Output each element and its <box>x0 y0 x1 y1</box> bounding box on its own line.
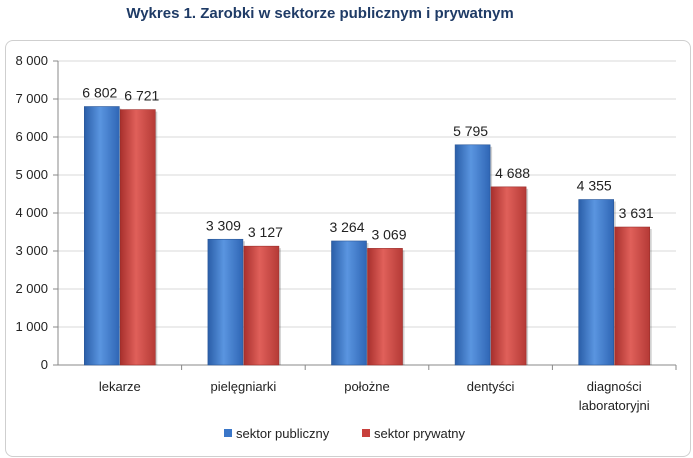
data-label-private: 3 127 <box>248 224 283 240</box>
x-tick-label: diagności <box>587 379 642 394</box>
y-tick-label: 6 000 <box>15 129 48 144</box>
y-tick-label: 1 000 <box>15 319 48 334</box>
data-label-public: 3 264 <box>329 219 364 235</box>
bar-private <box>614 226 651 366</box>
bar-public <box>578 199 615 366</box>
legend-label-public: sektor publiczny <box>236 426 330 441</box>
legend-label-private: sektor prywatny <box>374 426 466 441</box>
chart-title: Wykres 1. Zarobki w sektorze publicznym … <box>126 5 514 22</box>
x-tick-label: pielęgniarki <box>211 379 277 394</box>
bar-public <box>454 144 491 366</box>
y-tick-label: 4 000 <box>15 205 48 220</box>
legend-swatch-private <box>362 429 370 437</box>
bar-private <box>243 245 280 366</box>
bar-public <box>331 240 367 366</box>
y-tick-label: 0 <box>41 357 48 372</box>
data-label-private: 3 631 <box>619 205 654 221</box>
bar-private <box>490 186 527 366</box>
data-label-public: 4 355 <box>577 178 612 194</box>
x-tick-label: lekarze <box>99 379 141 394</box>
bar-public <box>207 238 244 366</box>
legend-swatch-public <box>224 429 232 437</box>
y-tick-label: 8 000 <box>15 53 48 68</box>
data-label-public: 3 309 <box>206 217 241 233</box>
bar-public <box>84 106 120 366</box>
y-tick-label: 7 000 <box>15 91 48 106</box>
data-label-public: 6 802 <box>82 85 117 101</box>
bar-private <box>367 248 403 366</box>
x-tick-label: laboratoryjni <box>579 398 650 413</box>
x-tick-label: położne <box>344 379 390 394</box>
data-label-private: 4 688 <box>495 165 530 181</box>
y-tick-label: 5 000 <box>15 167 48 182</box>
data-label-private: 3 069 <box>371 226 406 242</box>
x-tick-label: dentyści <box>467 379 515 394</box>
y-tick-label: 2 000 <box>15 281 48 296</box>
bar-private <box>120 109 156 366</box>
data-label-private: 6 721 <box>124 88 159 104</box>
y-tick-label: 3 000 <box>15 243 48 258</box>
data-label-public: 5 795 <box>453 123 488 139</box>
